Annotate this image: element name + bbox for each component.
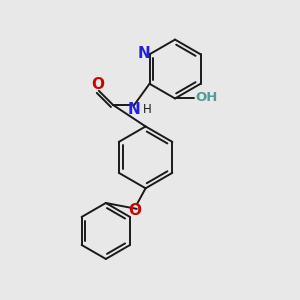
- Text: OH: OH: [196, 92, 218, 104]
- Text: H: H: [142, 103, 151, 116]
- Text: N: N: [127, 103, 140, 118]
- Text: O: O: [91, 77, 104, 92]
- Text: N: N: [138, 46, 151, 61]
- Text: O: O: [128, 203, 141, 218]
